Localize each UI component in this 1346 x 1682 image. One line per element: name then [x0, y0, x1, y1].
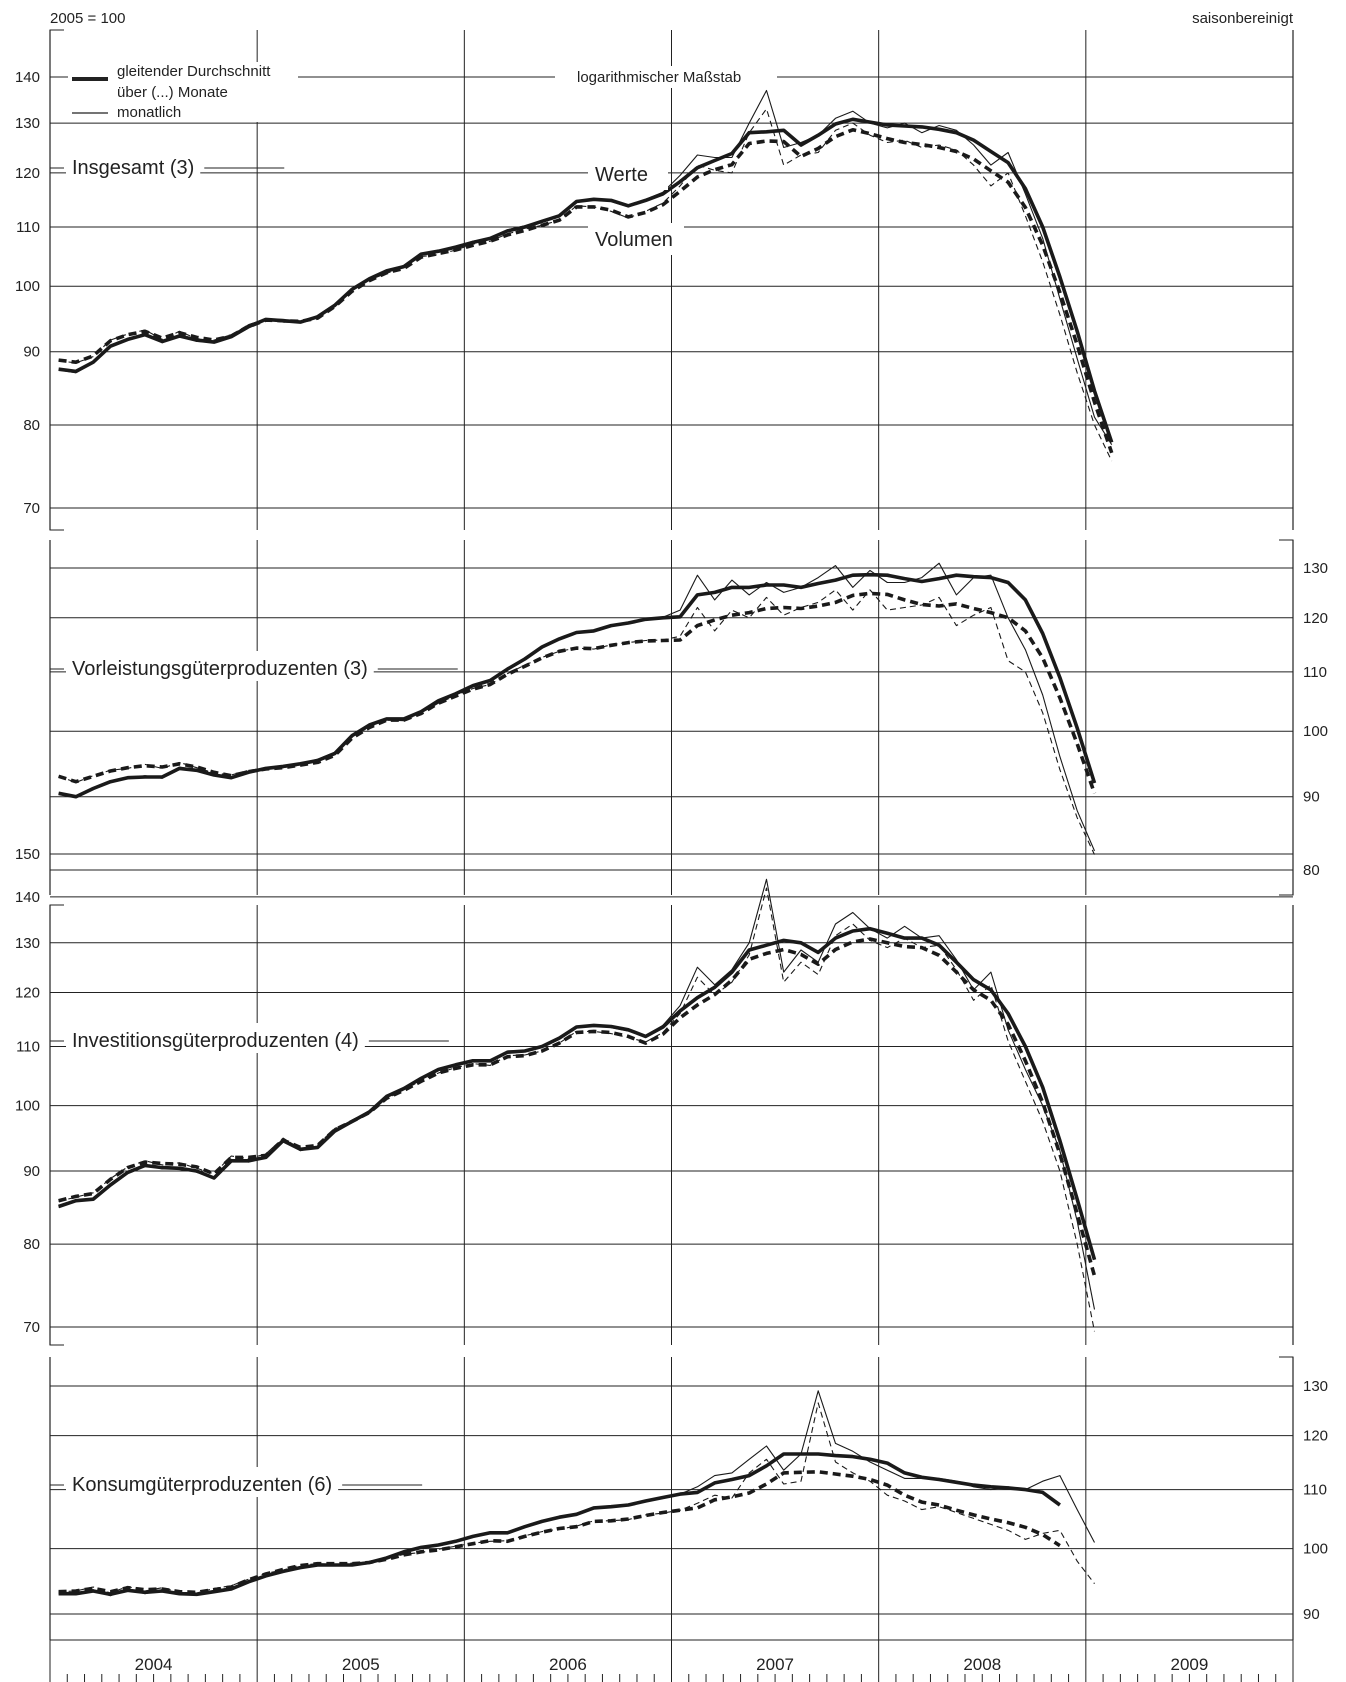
panel-title-2: Investitionsgüterproduzenten (4): [72, 1030, 359, 1052]
volumen-label: Volumen: [595, 229, 673, 251]
legend-moving-avg-label: gleitender Durchschnitt: [117, 63, 271, 80]
series-2-volumen-moving-average: [58, 937, 1097, 1277]
series-2-volumen-monthly: [58, 887, 1096, 1332]
y-tick-2-150: 150: [15, 846, 40, 863]
seasonal-label: saisonbereinigt: [1192, 10, 1294, 27]
y-tick-0-130: 130: [15, 115, 40, 132]
y-tick-1-90: 90: [1303, 789, 1320, 806]
panel-title-1: Vorleistungsgüterproduzenten (3): [72, 658, 368, 680]
y-tick-2-110: 110: [16, 1038, 40, 1055]
series-1-volumen-moving-average: [58, 591, 1097, 794]
legend-moving-avg-label-2: über (...) Monate: [117, 84, 228, 101]
y-tick-2-90: 90: [23, 1163, 40, 1180]
series-0-volumen-monthly: [58, 108, 1113, 462]
y-tick-2-80: 80: [23, 1236, 40, 1253]
series-lines: [58, 89, 1114, 1597]
legend: gleitender Durchschnitt über (...) Monat…: [68, 62, 298, 122]
series-0-werte-monthly: [58, 89, 1113, 445]
y-tick-2-120: 120: [15, 984, 40, 1001]
y-tick-2-100: 100: [15, 1098, 40, 1115]
axis-break-2-1: [49, 1335, 64, 1346]
axis-break-0-1: [49, 520, 64, 531]
y-tick-0-70: 70: [23, 500, 40, 517]
y-tick-0-100: 100: [15, 278, 40, 295]
series-0-volumen-moving-average: [58, 128, 1114, 454]
y-tick-0-110: 110: [16, 219, 40, 236]
series-3-werte-moving-average: [58, 1452, 1061, 1597]
y-tick-3-100: 100: [1303, 1541, 1328, 1558]
series-1-volumen-monthly: [58, 589, 1095, 855]
y-tick-labels: 70 80 90 100 110 120 130 140 80 90 100 110 120 130 70 8…: [15, 69, 1328, 1623]
year-label-2004: 2004: [135, 1655, 173, 1674]
series-3-volumen-monthly: [58, 1402, 1095, 1594]
axis-break-3-1: [1279, 1630, 1294, 1641]
y-tick-3-110: 110: [1303, 1482, 1327, 1499]
axis-break-1-1: [1279, 885, 1294, 896]
panel-title-0: Insgesamt (3): [72, 157, 194, 179]
x-axis: 2004 2005 2006 2007 2008 2009: [49, 1639, 1294, 1682]
legend-monthly-label: monatlich: [117, 104, 181, 121]
y-tick-1-120: 120: [1303, 610, 1328, 627]
y-tick-2-130: 130: [15, 935, 40, 952]
log-scale-note: logarithmischer Maßstab: [577, 69, 741, 86]
chart-frame: [49, 29, 1294, 1641]
y-tick-1-100: 100: [1303, 723, 1328, 740]
y-tick-0-80: 80: [23, 417, 40, 434]
y-tick-0-90: 90: [23, 344, 40, 361]
series-2-werte-moving-average: [58, 926, 1097, 1261]
y-tick-1-110: 110: [1303, 664, 1327, 681]
y-tick-0-120: 120: [15, 165, 40, 182]
y-tick-1-130: 130: [1303, 560, 1328, 577]
y-tick-0-140: 140: [15, 69, 40, 86]
series-1-werte-moving-average: [58, 572, 1097, 799]
year-label-2008: 2008: [963, 1655, 1001, 1674]
base-label: 2005 = 100: [50, 10, 126, 27]
axis-break-0-0: [49, 29, 64, 40]
y-tick-1-80: 80: [1303, 862, 1320, 879]
panel-titles: Insgesamt (3) Vorleistungsgüterproduzente…: [50, 150, 458, 1497]
axis-break-2-0: [49, 904, 64, 915]
year-label-2009: 2009: [1171, 1655, 1209, 1674]
werte-label: Werte: [595, 164, 648, 186]
series-1-werte-monthly: [58, 562, 1096, 852]
y-tick-3-120: 120: [1303, 1428, 1328, 1445]
grid-lines: [50, 76, 1293, 1615]
series-3-volumen-moving-average: [58, 1470, 1061, 1595]
year-label-2006: 2006: [549, 1655, 587, 1674]
y-tick-2-70: 70: [23, 1319, 40, 1336]
axis-break-1-0: [1279, 539, 1294, 550]
axis-break-3-0: [1279, 1356, 1294, 1367]
y-tick-3-90: 90: [1303, 1606, 1320, 1623]
year-label-2005: 2005: [342, 1655, 380, 1674]
panel-title-3: Konsumgüterproduzenten (6): [72, 1474, 332, 1496]
year-label-2007: 2007: [756, 1655, 794, 1674]
y-tick-2-140: 140: [15, 889, 40, 906]
y-tick-3-130: 130: [1303, 1378, 1328, 1395]
